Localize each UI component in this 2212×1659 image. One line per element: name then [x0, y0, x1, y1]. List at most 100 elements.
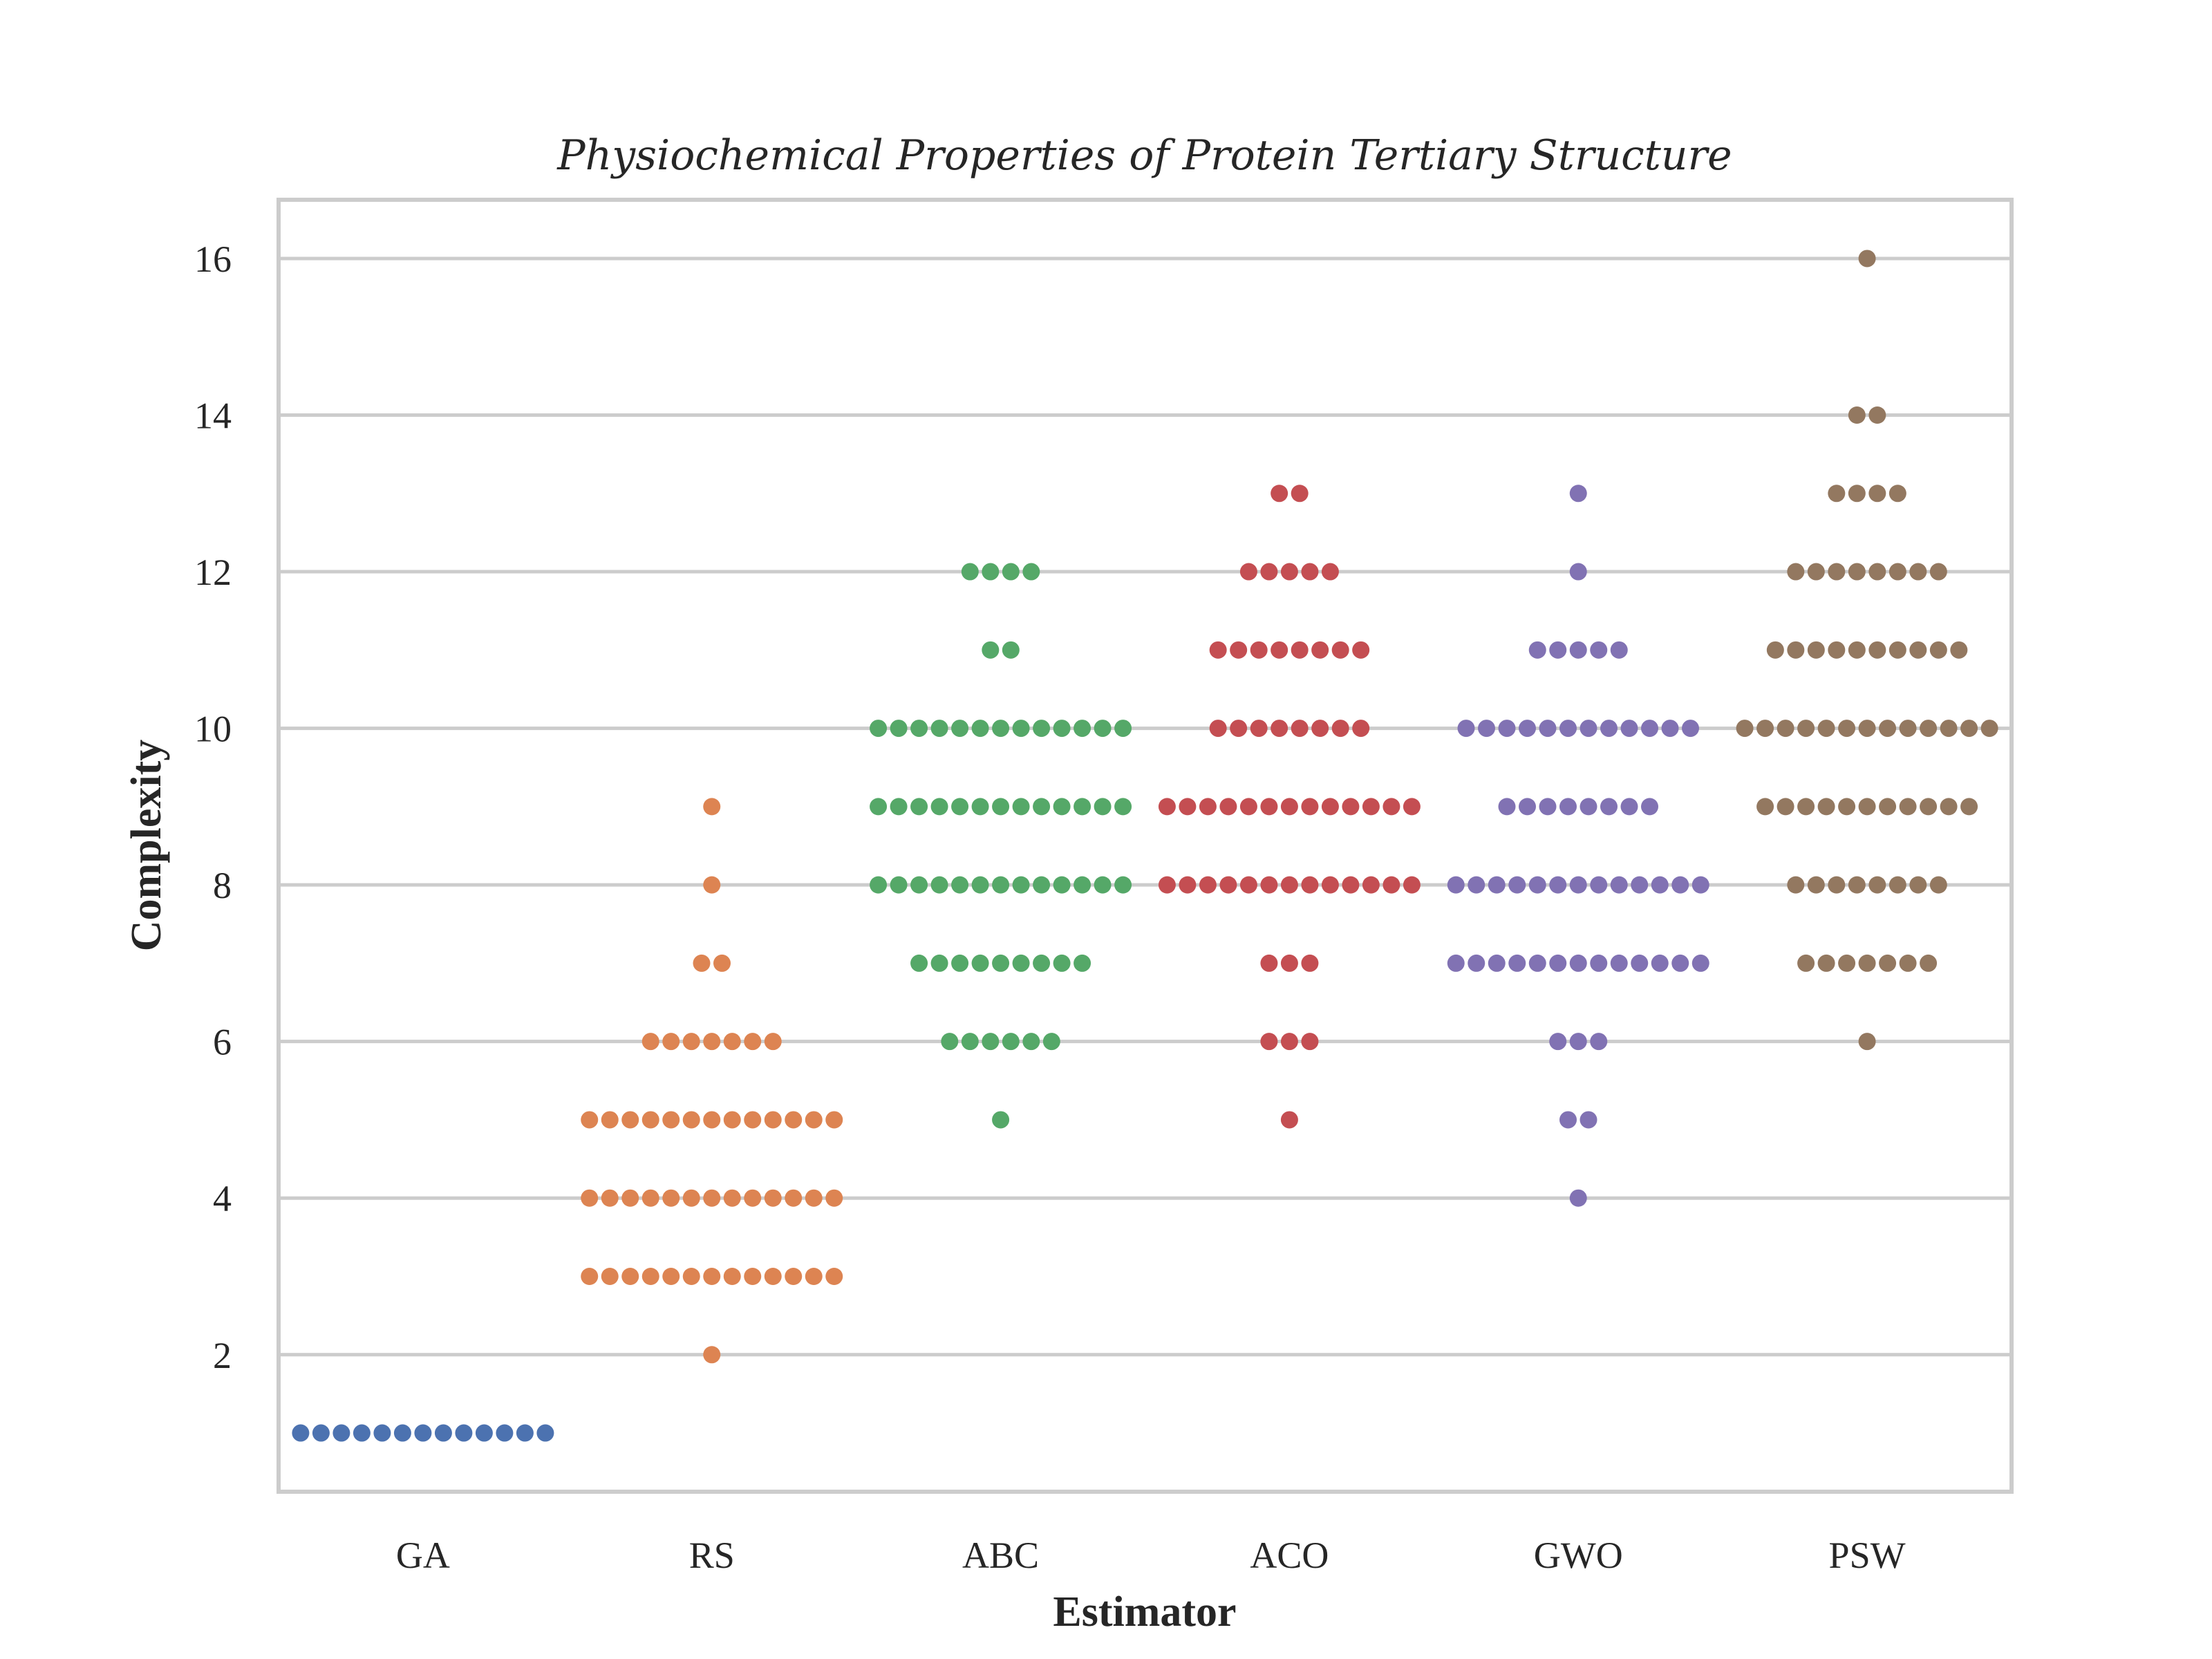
data-point — [910, 720, 928, 738]
data-point — [1230, 641, 1248, 659]
data-point — [393, 1424, 411, 1442]
data-point — [1848, 876, 1866, 894]
data-point — [1691, 876, 1709, 894]
data-point — [1239, 876, 1257, 894]
data-point — [1362, 798, 1380, 816]
data-point — [1114, 798, 1132, 816]
data-point — [662, 1033, 680, 1051]
data-point — [1508, 954, 1526, 972]
data-point — [1858, 1033, 1876, 1051]
data-point — [1539, 720, 1557, 738]
data-point — [601, 1268, 619, 1285]
data-point — [1580, 1111, 1597, 1129]
data-point — [1920, 720, 1938, 738]
data-point — [785, 1111, 803, 1129]
data-point — [1219, 876, 1237, 894]
data-point — [723, 1189, 741, 1207]
data-point — [971, 720, 989, 738]
data-point — [1590, 954, 1608, 972]
data-point — [1960, 720, 1978, 738]
series-rs — [581, 798, 843, 1364]
data-point — [1158, 798, 1176, 816]
data-point — [1848, 485, 1866, 503]
data-point — [1807, 876, 1825, 894]
data-point — [1280, 798, 1298, 816]
data-point — [1331, 720, 1349, 738]
data-point — [1797, 954, 1815, 972]
data-point — [1468, 876, 1485, 894]
data-point — [764, 1033, 782, 1051]
data-point — [1352, 641, 1370, 659]
data-point — [1559, 720, 1577, 738]
data-point — [662, 1111, 680, 1129]
data-point — [1291, 641, 1309, 659]
data-point — [951, 798, 969, 816]
data-point — [982, 641, 1000, 659]
data-point — [910, 798, 928, 816]
data-point — [1756, 720, 1774, 738]
data-point — [1691, 954, 1709, 972]
data-point — [961, 563, 979, 581]
data-point — [971, 954, 989, 972]
data-point — [1569, 563, 1587, 581]
data-point — [1528, 876, 1546, 894]
data-point — [516, 1424, 534, 1442]
data-point — [1909, 876, 1927, 894]
data-point — [1590, 876, 1608, 894]
data-point — [785, 1189, 803, 1207]
data-point — [641, 1033, 659, 1051]
chart-title: Physiochemical Properties of Protein Ter… — [556, 131, 1732, 180]
data-point — [1879, 798, 1897, 816]
data-point — [1230, 720, 1248, 738]
data-point — [1321, 563, 1339, 581]
data-point — [1250, 641, 1268, 659]
data-point — [1756, 798, 1774, 816]
data-point — [744, 1033, 762, 1051]
data-point — [1539, 798, 1557, 816]
data-point — [1838, 954, 1856, 972]
data-point — [1012, 798, 1030, 816]
data-point — [1920, 954, 1938, 972]
data-point — [941, 1033, 959, 1051]
data-point — [1868, 563, 1886, 581]
data-point — [1114, 876, 1132, 894]
data-point — [1094, 798, 1112, 816]
data-point — [1179, 798, 1197, 816]
data-point — [992, 720, 1010, 738]
series-ga — [292, 1424, 554, 1442]
data-point — [951, 876, 969, 894]
data-point — [1331, 641, 1349, 659]
data-point — [601, 1111, 619, 1129]
data-point — [581, 1268, 599, 1285]
data-point — [1950, 641, 1968, 659]
data-point — [910, 954, 928, 972]
data-point — [1620, 720, 1638, 738]
data-point — [581, 1111, 599, 1129]
data-point — [1610, 876, 1628, 894]
data-point — [682, 1033, 700, 1051]
data-point — [1053, 798, 1071, 816]
data-point — [1074, 876, 1091, 894]
data-point — [825, 1189, 843, 1207]
data-point — [312, 1424, 330, 1442]
data-point — [1250, 720, 1268, 738]
data-point — [1260, 563, 1278, 581]
data-point — [1498, 798, 1516, 816]
data-point — [1301, 876, 1319, 894]
data-point — [1929, 641, 1947, 659]
data-point — [703, 1346, 721, 1364]
data-point — [1899, 954, 1917, 972]
y-tick-label: 14 — [194, 395, 232, 437]
data-point — [1301, 798, 1319, 816]
data-point — [1074, 954, 1091, 972]
data-point — [1321, 876, 1339, 894]
y-tick-label: 12 — [194, 552, 232, 593]
data-point — [1447, 954, 1465, 972]
data-point — [1682, 720, 1699, 738]
data-point — [1960, 798, 1978, 816]
x-tick-label: ABC — [962, 1535, 1039, 1576]
data-point — [1033, 954, 1051, 972]
x-tick-label: RS — [689, 1535, 735, 1576]
data-point — [825, 1111, 843, 1129]
